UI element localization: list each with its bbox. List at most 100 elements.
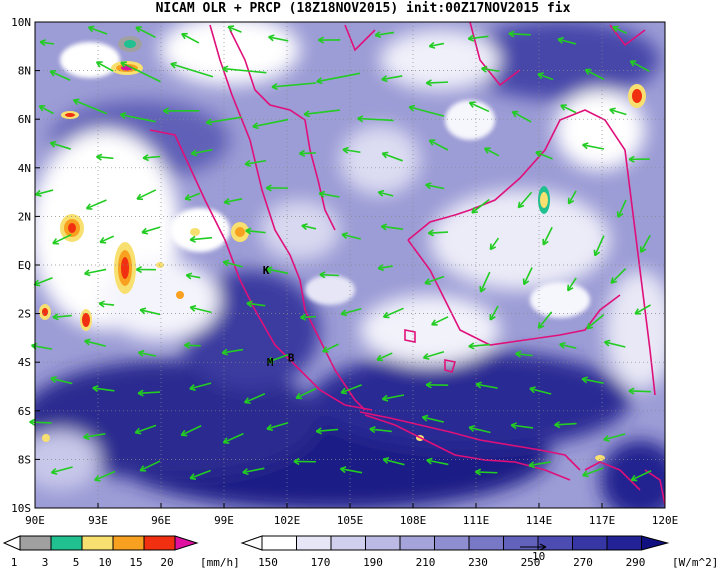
wind-arrow (51, 466, 73, 474)
wind-arrow-head (322, 346, 329, 353)
wind-arrow (340, 384, 362, 394)
wind-arrow-head (428, 41, 436, 49)
wind-arrow-head (35, 189, 42, 197)
wind-arrow-head (205, 118, 213, 126)
wind-arrow (52, 314, 72, 319)
wind-arrow-head (189, 235, 196, 243)
wind-arrow (634, 304, 651, 315)
wind-arrow-head (52, 238, 59, 245)
latitude-labels: 10N 8N 6N 4N 2N EQ 2S 4S 6S 8S 10S (11, 16, 31, 515)
lat-tick-label: 8S (18, 453, 31, 466)
wind-arrow (340, 467, 363, 474)
wind-arrow (471, 198, 490, 214)
wind-arrow-head (427, 229, 435, 237)
wind-arrow (190, 236, 213, 241)
wind-arrow-head (474, 468, 482, 476)
lon-tick-label: 96E (151, 514, 171, 527)
wind-arrow-head (567, 284, 574, 292)
wind-arrow-head (369, 426, 376, 434)
wind-arrow-head (483, 147, 491, 154)
wind-arrow (479, 271, 491, 293)
wind-arrow (586, 314, 605, 330)
wind-arrow (426, 81, 449, 84)
wind-arrow-head (567, 197, 575, 205)
wind-arrow (244, 159, 267, 166)
wind-arrow-head (246, 300, 253, 308)
wind-arrow (120, 113, 156, 123)
wind-arrow-head (38, 105, 46, 112)
wind-arrow (374, 31, 395, 37)
wind-arrow (582, 144, 605, 150)
wind-arrow (295, 387, 317, 399)
wind-arrow (423, 351, 445, 359)
wind-arrow (424, 275, 445, 285)
wind-arrow (481, 67, 500, 73)
wind-arrow-head (381, 151, 389, 159)
wind-arrow (341, 233, 362, 240)
wind-arrow-head (94, 474, 101, 482)
wind-arrow-head (83, 433, 90, 441)
wind-arrow (422, 416, 444, 423)
wind-arrow-head (221, 348, 229, 356)
lon-tick-label: 105E (337, 514, 364, 527)
wind-arrow-head (468, 101, 476, 108)
wind-arrow (300, 315, 317, 319)
wind-arrow-head (382, 456, 390, 464)
wind-arrow-head (87, 25, 95, 33)
wind-arrow-head (640, 246, 647, 253)
wind-arrow (316, 72, 361, 83)
wind-arrow (378, 265, 393, 270)
wind-arrow (428, 231, 449, 234)
wind-arrow (170, 62, 214, 78)
wind-arrow (425, 184, 445, 190)
wind-arrow-head (612, 25, 619, 33)
wind-arrow-head (489, 243, 497, 251)
wind-arrow-head (96, 153, 103, 161)
wind-arrow-head (377, 264, 385, 272)
wind-arrow (468, 343, 491, 348)
wind-arrow-head (537, 322, 545, 329)
wind-arrow-head (85, 203, 93, 210)
wind-arrow (184, 344, 201, 347)
lat-tick-label: 6S (18, 405, 31, 418)
wind-arrow (84, 340, 106, 347)
wind-arrow (426, 459, 449, 466)
wind-arrow (86, 199, 107, 210)
wind-arrow (94, 470, 116, 481)
wind-arrow (383, 307, 404, 318)
wind-arrow (468, 426, 491, 434)
lat-tick-label: EQ (18, 259, 31, 272)
wind-arrow-head (377, 189, 385, 197)
lat-tick-label: 10N (11, 16, 31, 29)
wind-arrow-head (529, 386, 536, 394)
wind-arrow (557, 38, 577, 45)
wind-arrow (223, 432, 244, 444)
wind-arrow (84, 268, 107, 275)
wind-arrow-head (316, 77, 323, 85)
longitude-labels: 90E 93E 96E 99E 102E 105E 108E 111E 114E 117E 120E (25, 514, 678, 527)
wind-arrow-head (181, 32, 188, 40)
wind-arrow-head (319, 271, 326, 279)
wind-arrow-head (511, 110, 519, 118)
wind-arrow (630, 470, 652, 481)
wind-arrow-head (467, 34, 475, 42)
wind-arrow-head (535, 150, 542, 158)
wind-arrow (515, 352, 533, 357)
wind-arrow-head (135, 265, 143, 274)
wind-arrow-head (227, 25, 235, 32)
wind-arrow (529, 387, 552, 395)
wind-arrow (227, 25, 242, 33)
wind-arrow (99, 302, 115, 306)
wind-arrow (242, 467, 265, 474)
wind-arrow (267, 354, 289, 363)
wind-arrow (186, 274, 201, 279)
wind-arrow (189, 469, 211, 480)
wind-arrow-head (559, 341, 566, 349)
wind-arrow-head (382, 311, 390, 319)
wind-arrow-head (557, 36, 564, 44)
lon-tick-label: 111E (463, 514, 490, 527)
wind-arrow-head (510, 422, 518, 430)
wind-arrow-head (515, 350, 522, 358)
wind-arrow-head (52, 313, 59, 321)
lon-tick-label: 90E (25, 514, 45, 527)
